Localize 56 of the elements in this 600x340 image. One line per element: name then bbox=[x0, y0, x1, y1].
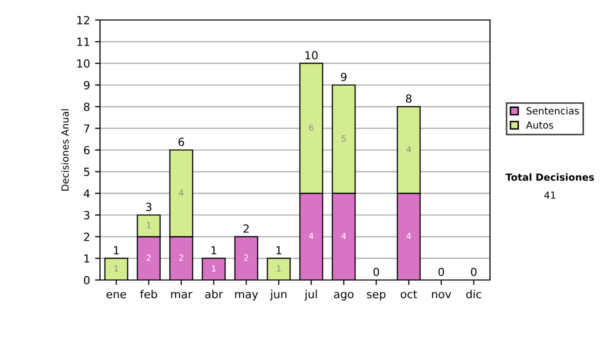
x-tick-label: may bbox=[235, 292, 258, 300]
y-tick-label: 8 bbox=[84, 102, 90, 112]
x-tick-label: sep bbox=[367, 292, 386, 300]
y-tick-label: 1 bbox=[84, 254, 90, 263]
x-tick-label: dic bbox=[466, 290, 482, 298]
total-label: 2 bbox=[244, 224, 249, 233]
y-tick-label: 4 bbox=[84, 189, 90, 198]
x-tick-label: nov bbox=[432, 292, 452, 298]
data-label: 4 bbox=[406, 232, 411, 239]
data-label: 6 bbox=[309, 124, 314, 131]
data-label: 2 bbox=[244, 254, 248, 261]
legend-label: Sentencias bbox=[526, 106, 579, 114]
x-tick-label: ene bbox=[106, 292, 126, 298]
y-tick-label: 3 bbox=[84, 210, 90, 220]
total-label: 0 bbox=[438, 268, 444, 276]
legend-label: Autos bbox=[526, 122, 554, 129]
total-label: 0 bbox=[373, 268, 380, 276]
text: 41 bbox=[544, 192, 556, 199]
data-label: 2 bbox=[179, 254, 184, 261]
y-tick-label: 0 bbox=[84, 276, 90, 284]
x-tick-label: oct bbox=[400, 290, 418, 298]
total-label: 1 bbox=[114, 246, 119, 254]
x-tick-label: abr bbox=[205, 290, 223, 298]
data-label: 5 bbox=[342, 135, 346, 142]
y-tick-label: 2 bbox=[84, 232, 90, 241]
y-tick-label: 7 bbox=[84, 124, 90, 133]
x-tick-label: jul bbox=[304, 290, 317, 300]
data-label: 4 bbox=[309, 232, 314, 239]
x-tick-label: ago bbox=[334, 292, 354, 300]
total-label: 0 bbox=[470, 268, 477, 276]
y-tick-label: 12 bbox=[77, 16, 90, 24]
data-label: 2 bbox=[146, 254, 151, 261]
y-tick-label: 6 bbox=[84, 146, 90, 154]
data-label: 4 bbox=[342, 232, 346, 239]
data-label: 1 bbox=[114, 265, 118, 272]
total-label: 1 bbox=[276, 246, 282, 254]
total-label: 9 bbox=[340, 72, 347, 82]
y-tick-label: 10 bbox=[77, 59, 90, 68]
total-label: 6 bbox=[178, 138, 184, 146]
y-tick-label: 5 bbox=[84, 168, 90, 176]
text: Total Decisiones bbox=[506, 173, 594, 181]
x-tick-label: feb bbox=[140, 290, 158, 298]
data-label: 1 bbox=[147, 222, 151, 228]
data-label: 1 bbox=[277, 265, 281, 272]
data-label: 1 bbox=[212, 265, 216, 272]
total-label: 3 bbox=[146, 202, 152, 212]
total-label: 8 bbox=[406, 94, 412, 103]
x-tick-label: jun bbox=[270, 290, 286, 300]
total-label: 10 bbox=[305, 51, 318, 60]
data-label: 4 bbox=[179, 190, 184, 196]
y-tick-label: 11 bbox=[77, 38, 90, 46]
data-label: 4 bbox=[406, 146, 411, 152]
y-tick-label: 9 bbox=[84, 80, 90, 90]
x-tick-label: mar bbox=[171, 292, 192, 298]
total-label: 1 bbox=[211, 246, 216, 254]
y-axis-title: Decisiones Anual bbox=[61, 109, 69, 191]
